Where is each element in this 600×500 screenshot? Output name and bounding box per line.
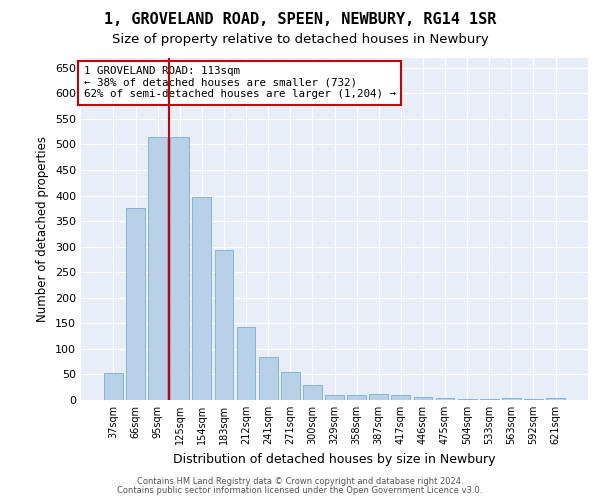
Bar xyxy=(391,395,410,400)
Bar xyxy=(148,136,167,400)
Text: Contains HM Land Registry data © Crown copyright and database right 2024.: Contains HM Land Registry data © Crown c… xyxy=(137,477,463,486)
Bar xyxy=(281,372,299,400)
X-axis label: Distribution of detached houses by size in Newbury: Distribution of detached houses by size … xyxy=(173,452,496,466)
Bar xyxy=(370,394,388,400)
Y-axis label: Number of detached properties: Number of detached properties xyxy=(37,136,49,322)
Bar xyxy=(126,208,145,400)
Bar xyxy=(170,136,189,400)
Text: 1 GROVELAND ROAD: 113sqm
← 38% of detached houses are smaller (732)
62% of semi-: 1 GROVELAND ROAD: 113sqm ← 38% of detach… xyxy=(83,66,395,100)
Bar xyxy=(236,328,256,400)
Bar xyxy=(413,398,433,400)
Text: Contains public sector information licensed under the Open Government Licence v3: Contains public sector information licen… xyxy=(118,486,482,495)
Bar xyxy=(215,250,233,400)
Bar xyxy=(502,398,521,400)
Text: Size of property relative to detached houses in Newbury: Size of property relative to detached ho… xyxy=(112,32,488,46)
Bar xyxy=(303,385,322,400)
Bar xyxy=(325,395,344,400)
Bar xyxy=(259,357,278,400)
Bar xyxy=(104,374,123,400)
Text: 1, GROVELAND ROAD, SPEEN, NEWBURY, RG14 1SR: 1, GROVELAND ROAD, SPEEN, NEWBURY, RG14 … xyxy=(104,12,496,28)
Bar xyxy=(193,197,211,400)
Bar xyxy=(347,395,366,400)
Bar xyxy=(546,398,565,400)
Bar xyxy=(436,398,454,400)
